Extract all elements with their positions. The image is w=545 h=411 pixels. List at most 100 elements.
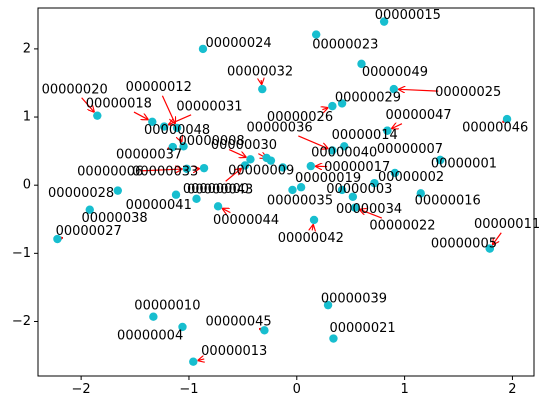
annotation-arrow — [198, 359, 204, 361]
points-layer — [53, 17, 512, 366]
point-label: 00000021 — [329, 321, 395, 336]
data-point — [357, 59, 366, 69]
data-point — [485, 244, 494, 253]
point-label: 00000046 — [462, 120, 528, 135]
point-label: 00000034 — [336, 202, 402, 217]
point-label: 00000036 — [246, 120, 312, 135]
data-point — [323, 300, 333, 310]
annotation-arrow — [169, 114, 192, 125]
plot-frame — [37, 7, 535, 377]
data-point — [390, 168, 400, 178]
point-label: 00000018 — [86, 97, 152, 112]
y-tick-label: −1 — [12, 246, 31, 261]
data-point — [337, 99, 347, 108]
annotation-arrow — [261, 80, 262, 84]
point-label: 00000027 — [56, 224, 122, 239]
data-point — [288, 185, 297, 195]
point-label: 00000001 — [431, 157, 497, 172]
point-label: 00000045 — [205, 315, 271, 330]
data-point — [337, 185, 347, 195]
data-point — [192, 194, 201, 204]
point-label: 00000028 — [48, 186, 114, 201]
point-label: 00000006 — [77, 165, 143, 180]
data-point — [93, 111, 102, 120]
point-label: 00000020 — [42, 82, 108, 97]
point-label: 00000025 — [435, 85, 501, 100]
data-point — [199, 163, 209, 173]
point-label: 00000014 — [332, 128, 398, 143]
data-point — [179, 142, 188, 151]
ticks-layer: −2 −1 0 1 2 −2 −1 0 1 2 — [12, 41, 517, 397]
annotation-arrow — [223, 209, 231, 213]
point-label: 00000041 — [126, 198, 192, 213]
point-label: 00000000 — [183, 182, 249, 197]
point-label: 00000032 — [227, 65, 293, 80]
point-label: 00000048 — [144, 123, 210, 138]
annotation-arrow — [228, 149, 246, 158]
annotation-arrow — [392, 124, 403, 129]
point-label: 00000010 — [134, 298, 200, 313]
data-point — [389, 84, 399, 94]
point-label: 00000044 — [213, 213, 279, 228]
point-label: 00000012 — [126, 80, 192, 95]
data-point — [502, 114, 512, 124]
data-point — [198, 44, 208, 54]
data-point — [328, 146, 337, 155]
data-point — [309, 215, 319, 225]
point-label: 00000016 — [415, 193, 481, 208]
data-point — [178, 322, 187, 332]
y-tick-label: 0 — [23, 178, 31, 193]
data-point — [306, 161, 315, 171]
y-tick-label: 2 — [23, 41, 31, 56]
point-label: 00000033 — [132, 165, 198, 180]
data-point — [113, 186, 122, 195]
data-point — [149, 312, 158, 321]
data-point — [240, 161, 250, 170]
point-label: 00000004 — [117, 328, 183, 343]
data-point — [159, 122, 169, 131]
data-point — [182, 164, 191, 174]
data-point — [172, 123, 182, 133]
annotation-arrow — [399, 89, 439, 91]
data-point — [340, 142, 349, 151]
data-point — [213, 202, 223, 211]
annotation-arrow — [81, 97, 94, 112]
point-label: 00000029 — [335, 90, 401, 105]
data-point — [53, 234, 62, 244]
point-label: 00000031 — [176, 99, 242, 114]
y-tick-label: −2 — [12, 314, 31, 329]
point-label: 00000019 — [295, 171, 361, 186]
x-tick-label: −1 — [179, 382, 198, 397]
data-point — [328, 101, 337, 111]
point-label: 00000017 — [324, 160, 390, 175]
data-point — [383, 126, 392, 135]
point-label: 00000042 — [278, 231, 344, 246]
data-point — [329, 334, 338, 343]
point-label: 00000038 — [81, 211, 147, 226]
x-tick-label: −2 — [72, 382, 91, 397]
point-label: 00000026 — [267, 110, 333, 125]
point-label: 00000002 — [378, 170, 444, 185]
data-point — [85, 205, 94, 214]
point-label: 00000030 — [211, 138, 277, 153]
data-point — [350, 203, 360, 212]
data-point — [296, 183, 306, 192]
data-point — [435, 155, 445, 165]
data-point — [171, 190, 181, 199]
point-label: 00000015 — [375, 8, 441, 23]
data-point — [246, 155, 255, 164]
annotation-arrow — [140, 169, 182, 171]
data-point — [416, 189, 425, 198]
annotation-arrow — [161, 95, 175, 124]
annotation-arrow — [493, 232, 502, 245]
point-label: 00000011 — [474, 217, 540, 232]
annotation-arrow — [180, 139, 181, 142]
data-point — [266, 156, 276, 165]
point-label: 00000005 — [431, 236, 497, 251]
data-point — [258, 84, 267, 94]
data-point — [311, 30, 321, 39]
annotation-arrow — [133, 111, 148, 119]
point-label: 00000043 — [187, 182, 253, 197]
annotation-arrow — [225, 169, 241, 182]
